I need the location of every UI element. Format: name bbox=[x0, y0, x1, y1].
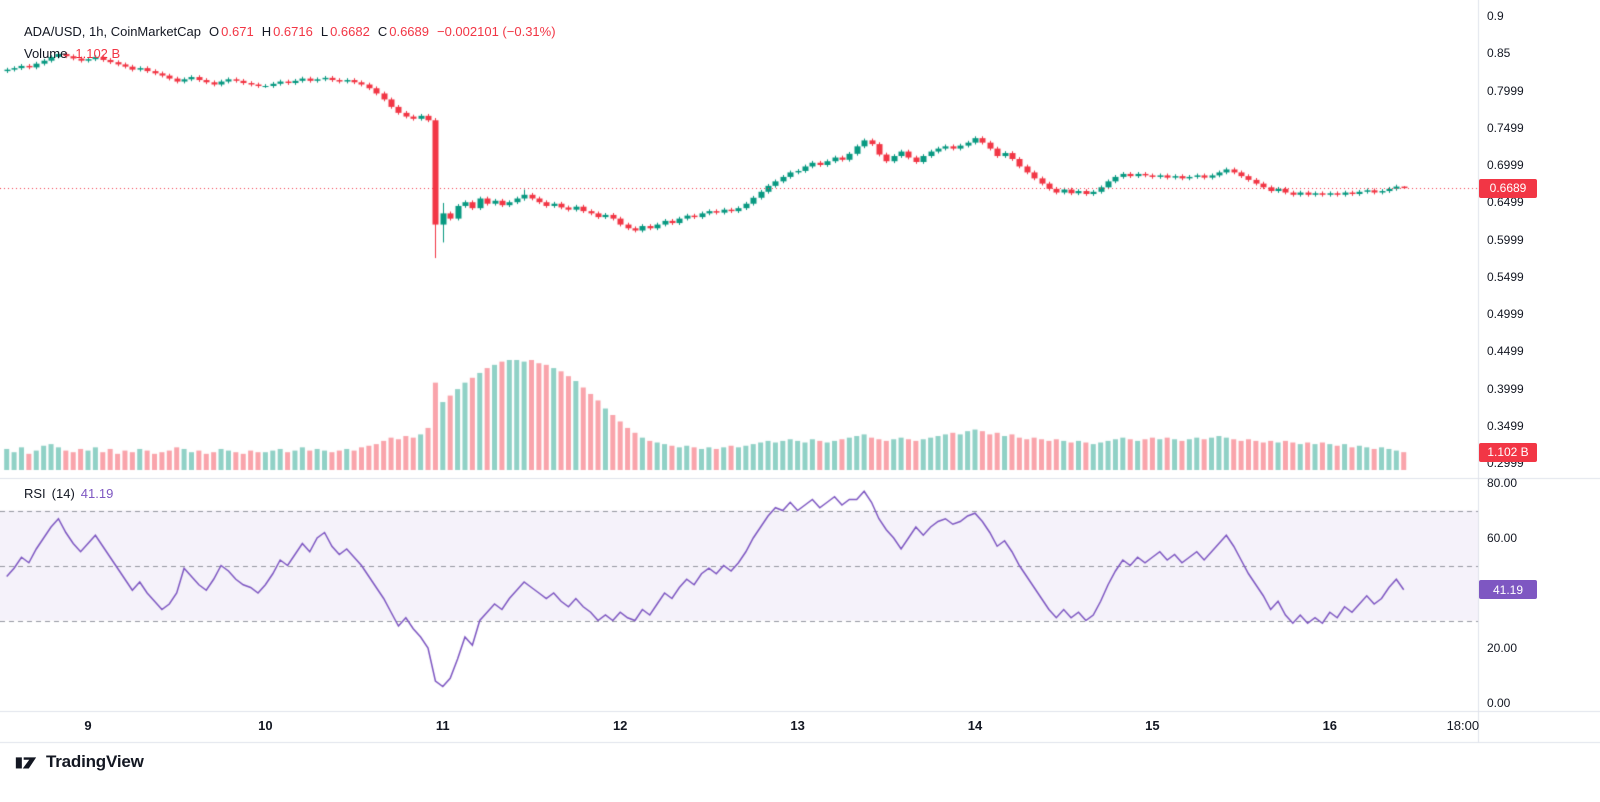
time-tick-label: 18:00 bbox=[1446, 718, 1480, 733]
rsi-badge: 41.19 bbox=[1479, 580, 1537, 600]
price-tick-label: 0.4499 bbox=[1487, 344, 1524, 359]
time-tick-label: 15 bbox=[1145, 718, 1160, 733]
symbol-title[interactable]: ADA/USD, 1h, CoinMarketCap bbox=[24, 23, 202, 39]
last-price-badge: 0.6689 bbox=[1479, 178, 1537, 198]
price-tick-label: 0.3499 bbox=[1487, 418, 1524, 433]
price-tick-label: 0.9 bbox=[1487, 9, 1504, 23]
price-change-value: −0.002101 (−0.31%) bbox=[437, 23, 556, 39]
ohlc-value: 0.6716 bbox=[273, 23, 313, 39]
price-tick-label: 0.85 bbox=[1487, 46, 1511, 61]
rsi-legend: RSI (14) 41.19 bbox=[24, 484, 113, 502]
ohlc-item: L 0.6682 bbox=[321, 24, 370, 39]
price-tick-label: 0.4999 bbox=[1487, 307, 1524, 322]
ohlc-key: O bbox=[209, 23, 220, 39]
volume-label: Volume bbox=[24, 45, 68, 61]
price-tick-label: 0.3999 bbox=[1487, 381, 1524, 396]
time-tick-label: 11 bbox=[435, 718, 450, 733]
time-tick-label: 10 bbox=[258, 718, 273, 733]
volume-row: Volume 1.102 B bbox=[24, 42, 556, 64]
rsi-tick-label: 20.00 bbox=[1487, 641, 1518, 655]
time-tick-label: 16 bbox=[1322, 718, 1338, 733]
time-tick-label: 12 bbox=[612, 718, 628, 733]
price-tick-label: 0.7499 bbox=[1487, 120, 1524, 135]
price-tick-label: 0.7999 bbox=[1487, 83, 1524, 98]
rsi-tick-label: 0.00 bbox=[1487, 696, 1511, 710]
ohlc-item: O 0.671 bbox=[209, 24, 254, 39]
price-tick-label: 0.6999 bbox=[1487, 158, 1524, 173]
rsi-value: 41.19 bbox=[80, 485, 114, 501]
rsi-label[interactable]: RSI bbox=[24, 485, 46, 501]
ohlc-key: L bbox=[320, 23, 329, 39]
ohlc-key: C bbox=[377, 23, 388, 39]
price-chart-legend: ADA/USD, 1h, CoinMarketCap O 0.671 H 0.6716… bbox=[24, 20, 556, 64]
time-tick-label: 13 bbox=[790, 718, 805, 733]
volume-badge: 1.102 B bbox=[1479, 442, 1537, 462]
footer: TradingView bbox=[14, 750, 144, 774]
price-tick-label: 0.5499 bbox=[1487, 269, 1524, 284]
rsi-tick-label: 80.00 bbox=[1487, 476, 1518, 490]
rsi-params: (14) bbox=[51, 485, 75, 501]
ohlc-item: C 0.6689 bbox=[378, 24, 429, 39]
rsi-tick-label: 60.00 bbox=[1487, 531, 1518, 545]
symbol-row: ADA/USD, 1h, CoinMarketCap O 0.671 H 0.6716… bbox=[24, 20, 556, 42]
price-tick-label: 0.6499 bbox=[1487, 195, 1524, 210]
ohlc-value: 0.6689 bbox=[389, 23, 429, 39]
ohlc-values: O 0.671 H 0.6716 L 0.6682 C 0.6689 bbox=[209, 24, 429, 39]
ohlc-value: 0.671 bbox=[221, 23, 254, 39]
time-tick-label: 14 bbox=[967, 718, 983, 733]
ohlc-item: H 0.6716 bbox=[262, 24, 313, 39]
time-tick-label: 9 bbox=[84, 718, 92, 733]
tradingview-logo-icon[interactable] bbox=[14, 750, 38, 774]
price-tick-label: 0.5999 bbox=[1487, 232, 1524, 247]
ohlc-key: H bbox=[261, 23, 272, 39]
tradingview-brand[interactable]: TradingView bbox=[46, 752, 144, 771]
volume-value: 1.102 B bbox=[75, 45, 121, 61]
ohlc-value: 0.6682 bbox=[330, 23, 370, 39]
